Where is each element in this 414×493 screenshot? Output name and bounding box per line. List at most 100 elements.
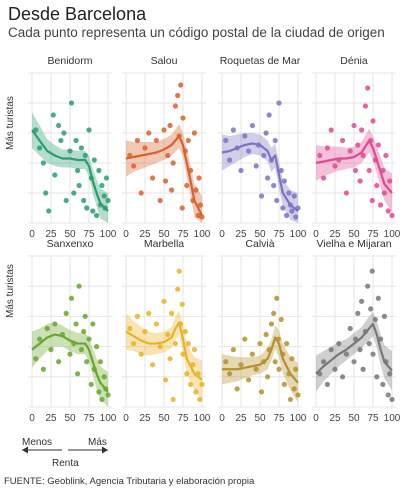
data-point [40, 160, 47, 166]
x-tick-label: 100 [384, 413, 401, 424]
data-point [142, 328, 148, 335]
trend-line [31, 333, 109, 393]
chart-title: Desde Barcelona [8, 4, 147, 24]
data-point [67, 148, 73, 154]
data-point [360, 366, 366, 372]
confidence-band [32, 112, 108, 223]
data-point [176, 268, 182, 274]
data-point [374, 374, 380, 380]
x-tick-label: 50 [254, 229, 266, 240]
x-axis-label: Renta [52, 458, 79, 469]
data-point [321, 175, 327, 181]
guide-arrow-low-head [22, 446, 28, 454]
data-point [134, 313, 140, 319]
x-tick-label: 0 [29, 413, 35, 424]
data-point [131, 340, 137, 347]
data-point [389, 212, 395, 219]
data-point [199, 214, 205, 220]
data-point [380, 381, 386, 387]
data-point [196, 175, 202, 181]
data-point [162, 377, 169, 383]
data-point [73, 321, 79, 327]
data-point [291, 386, 297, 392]
data-point [263, 331, 269, 338]
data-point [284, 212, 290, 219]
data-point [48, 347, 54, 353]
data-point [387, 178, 393, 184]
data-point [96, 389, 102, 395]
x-tick-label: 100 [384, 229, 401, 240]
data-point [138, 351, 144, 357]
data-point [372, 316, 378, 323]
data-point [56, 122, 62, 129]
data-point [99, 396, 105, 403]
data-point [223, 137, 229, 144]
x-tick-label: 25 [139, 413, 151, 424]
data-point [383, 152, 389, 159]
x-tick-label: 100 [194, 413, 211, 424]
data-point [340, 137, 346, 144]
data-point [336, 340, 342, 347]
data-point [84, 205, 90, 211]
guide-arrow-high-head [102, 446, 108, 454]
data-point [284, 340, 290, 347]
panel-title: Sanxenxo [47, 238, 94, 250]
data-point [242, 133, 248, 139]
data-point [362, 103, 368, 109]
data-point [81, 197, 87, 204]
data-point [58, 137, 64, 144]
x-tick-label: 75 [177, 413, 189, 424]
panel-title: Marbella [144, 238, 184, 250]
data-point [44, 325, 50, 332]
x-tick-label: 100 [290, 413, 307, 424]
data-point [266, 112, 272, 118]
data-point [271, 310, 277, 316]
data-point [278, 167, 284, 174]
data-point [84, 359, 90, 365]
data-point [96, 167, 102, 174]
panel-2: Roquetas de Mar 0 25 50 75 100 [218, 55, 307, 240]
trend-line [315, 322, 393, 375]
data-point [359, 298, 365, 304]
data-point [272, 137, 278, 144]
data-point [180, 115, 186, 121]
data-point [351, 122, 357, 129]
data-point [365, 85, 371, 91]
data-point [180, 351, 186, 357]
panel-title: Salou [151, 55, 178, 67]
data-point [374, 182, 380, 189]
data-point [258, 193, 265, 199]
x-tick-label: 50 [254, 413, 266, 424]
data-point [246, 377, 252, 383]
data-point [357, 178, 363, 184]
data-point [230, 127, 236, 133]
data-point [78, 145, 84, 151]
confidence-band [222, 133, 298, 223]
panel-title: Calvià [245, 238, 274, 250]
data-point [161, 298, 167, 304]
data-point [265, 175, 271, 181]
x-tick-label: 75 [367, 413, 379, 424]
data-point [343, 351, 349, 357]
x-tick-label: 25 [139, 229, 151, 240]
data-point [223, 359, 229, 365]
panel-title: Roquetas de Mar [220, 55, 301, 67]
trend-line [125, 321, 203, 381]
data-point [78, 347, 84, 353]
data-point [332, 163, 338, 169]
data-point [86, 127, 92, 133]
data-point [197, 202, 204, 208]
data-point [86, 336, 92, 342]
x-tick-label: 50 [158, 413, 170, 424]
y-axis-label-bottom: Más turistas [5, 264, 16, 318]
data-point [368, 306, 374, 312]
data-point [276, 366, 282, 372]
data-point [268, 321, 274, 327]
x-tick-label: 25 [45, 413, 57, 424]
confidence-band [316, 311, 392, 392]
data-point [138, 190, 144, 196]
data-point [63, 310, 69, 316]
panel-6: Calvià 0 25 50 75 100 [218, 238, 307, 424]
data-point [234, 386, 240, 392]
data-point [61, 130, 67, 136]
